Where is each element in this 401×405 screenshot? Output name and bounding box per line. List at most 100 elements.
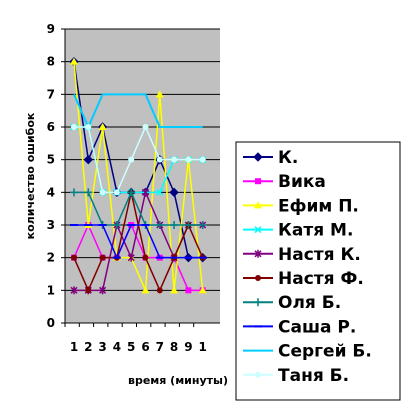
- legend-label: Катя М.: [278, 221, 353, 241]
- data-point: [184, 221, 193, 229]
- legend-swatch-marker: [254, 249, 262, 258]
- data-point: [142, 124, 149, 130]
- series-10: [71, 124, 206, 196]
- legend-item-3: Ефим П.: [243, 196, 359, 216]
- data-point: [112, 221, 121, 229]
- legend-label: Таня Б.: [278, 366, 349, 386]
- data-point: [85, 124, 92, 130]
- data-point: [71, 124, 77, 130]
- series-9: [73, 93, 203, 130]
- data-point: [83, 154, 94, 165]
- x-tick-label-5: 5: [127, 340, 135, 354]
- legend-swatch-marker: [254, 201, 262, 209]
- data-point: [141, 188, 150, 197]
- data-point: [185, 156, 192, 163]
- x-axis-label: время (минуты): [128, 374, 228, 387]
- y-tick-label-2: 2: [47, 251, 55, 265]
- data-point: [127, 253, 135, 262]
- data-point: [169, 187, 179, 198]
- data-point: [155, 221, 164, 229]
- data-point: [198, 286, 207, 294]
- data-point: [70, 57, 78, 65]
- series-lines: [69, 56, 208, 295]
- legend-label: Саша Р.: [278, 317, 356, 337]
- x-tick-label-2: 2: [84, 340, 92, 354]
- legend-swatch-marker: [253, 152, 263, 162]
- y-axis-ticks: 0 1 2 3 4 5 6 7 8 9: [47, 22, 65, 330]
- legend-item-10: Таня Б.: [243, 366, 349, 386]
- y-tick-label-4: 4: [47, 185, 55, 199]
- legend-swatch-marker: [255, 371, 261, 378]
- data-point: [113, 189, 120, 196]
- x-tick-label-6: 6: [141, 340, 149, 354]
- y-tick-label-3: 3: [47, 218, 55, 232]
- data-point: [170, 286, 179, 294]
- data-point: [71, 254, 77, 261]
- legend-label: Сергей Б.: [278, 342, 372, 362]
- series-line: [73, 93, 203, 130]
- data-point: [156, 188, 164, 196]
- legend-label: Оля Б.: [278, 293, 341, 313]
- data-point: [185, 287, 192, 294]
- data-point: [99, 286, 107, 295]
- y-tick-label-0: 0: [47, 316, 55, 330]
- data-point: [127, 188, 136, 197]
- data-point: [99, 254, 106, 261]
- series-line: [74, 190, 203, 226]
- plot-area: [65, 29, 220, 323]
- x-tick-label-8: 8: [170, 340, 178, 354]
- data-point: [142, 254, 149, 261]
- x-tick-label-3: 3: [98, 340, 106, 354]
- data-point: [156, 156, 163, 163]
- legend-item-2: Вика: [243, 172, 326, 192]
- x-tick-label-4: 4: [113, 340, 121, 354]
- legend-label: Вика: [278, 172, 326, 192]
- y-tick-label-1: 1: [47, 283, 55, 297]
- legend-swatch-marker: [254, 226, 262, 234]
- data-point: [170, 221, 179, 229]
- data-point: [70, 286, 78, 295]
- legend-item-6: Настя Ф.: [243, 269, 364, 289]
- data-point: [98, 123, 107, 130]
- y-tick-label-8: 8: [47, 55, 55, 69]
- series-8: [70, 224, 207, 260]
- data-point: [84, 188, 93, 197]
- legend-item-8: Саша Р.: [243, 317, 356, 337]
- series-line: [74, 125, 203, 194]
- y-tick-label-6: 6: [47, 120, 55, 134]
- legend-label: К.: [278, 148, 298, 168]
- data-point: [128, 156, 135, 163]
- data-point: [141, 286, 150, 294]
- x-tick-label-10: 1: [199, 340, 207, 354]
- data-point: [155, 90, 164, 98]
- data-point: [199, 156, 206, 163]
- legend-swatch-marker: [255, 275, 261, 281]
- legend-label: Настя Ф.: [278, 269, 364, 289]
- series-line: [73, 223, 203, 292]
- legend-swatch-marker: [254, 298, 262, 307]
- legend-swatch-marker: [255, 178, 261, 185]
- data-point: [99, 189, 106, 196]
- y-axis-label: количество ошибок: [24, 112, 37, 239]
- legend-item-4: Катя М.: [243, 221, 353, 241]
- legend-label: Настя К.: [278, 245, 361, 265]
- y-tick-label-7: 7: [47, 87, 55, 101]
- x-tick-label-7: 7: [156, 340, 164, 354]
- y-tick-label-9: 9: [47, 22, 55, 36]
- legend-item-5: Настя К.: [243, 245, 361, 265]
- legend-item-7: Оля Б.: [243, 293, 341, 313]
- legend-box: [235, 141, 401, 401]
- x-tick-label-1: 1: [70, 340, 78, 354]
- legend-label: Ефим П.: [278, 196, 359, 216]
- legend: К. Вика Ефим П. Катя М. Настя К. Настя Ф. Оля …: [235, 141, 401, 401]
- legend-item-1: К.: [243, 148, 298, 168]
- data-point: [156, 287, 163, 294]
- series-line: [74, 224, 203, 260]
- data-point: [198, 221, 207, 229]
- y-tick-label-5: 5: [47, 153, 55, 167]
- x-tick-label-9: 9: [184, 340, 192, 354]
- legend-item-9: Сергей Б.: [243, 342, 372, 362]
- data-point: [70, 188, 78, 197]
